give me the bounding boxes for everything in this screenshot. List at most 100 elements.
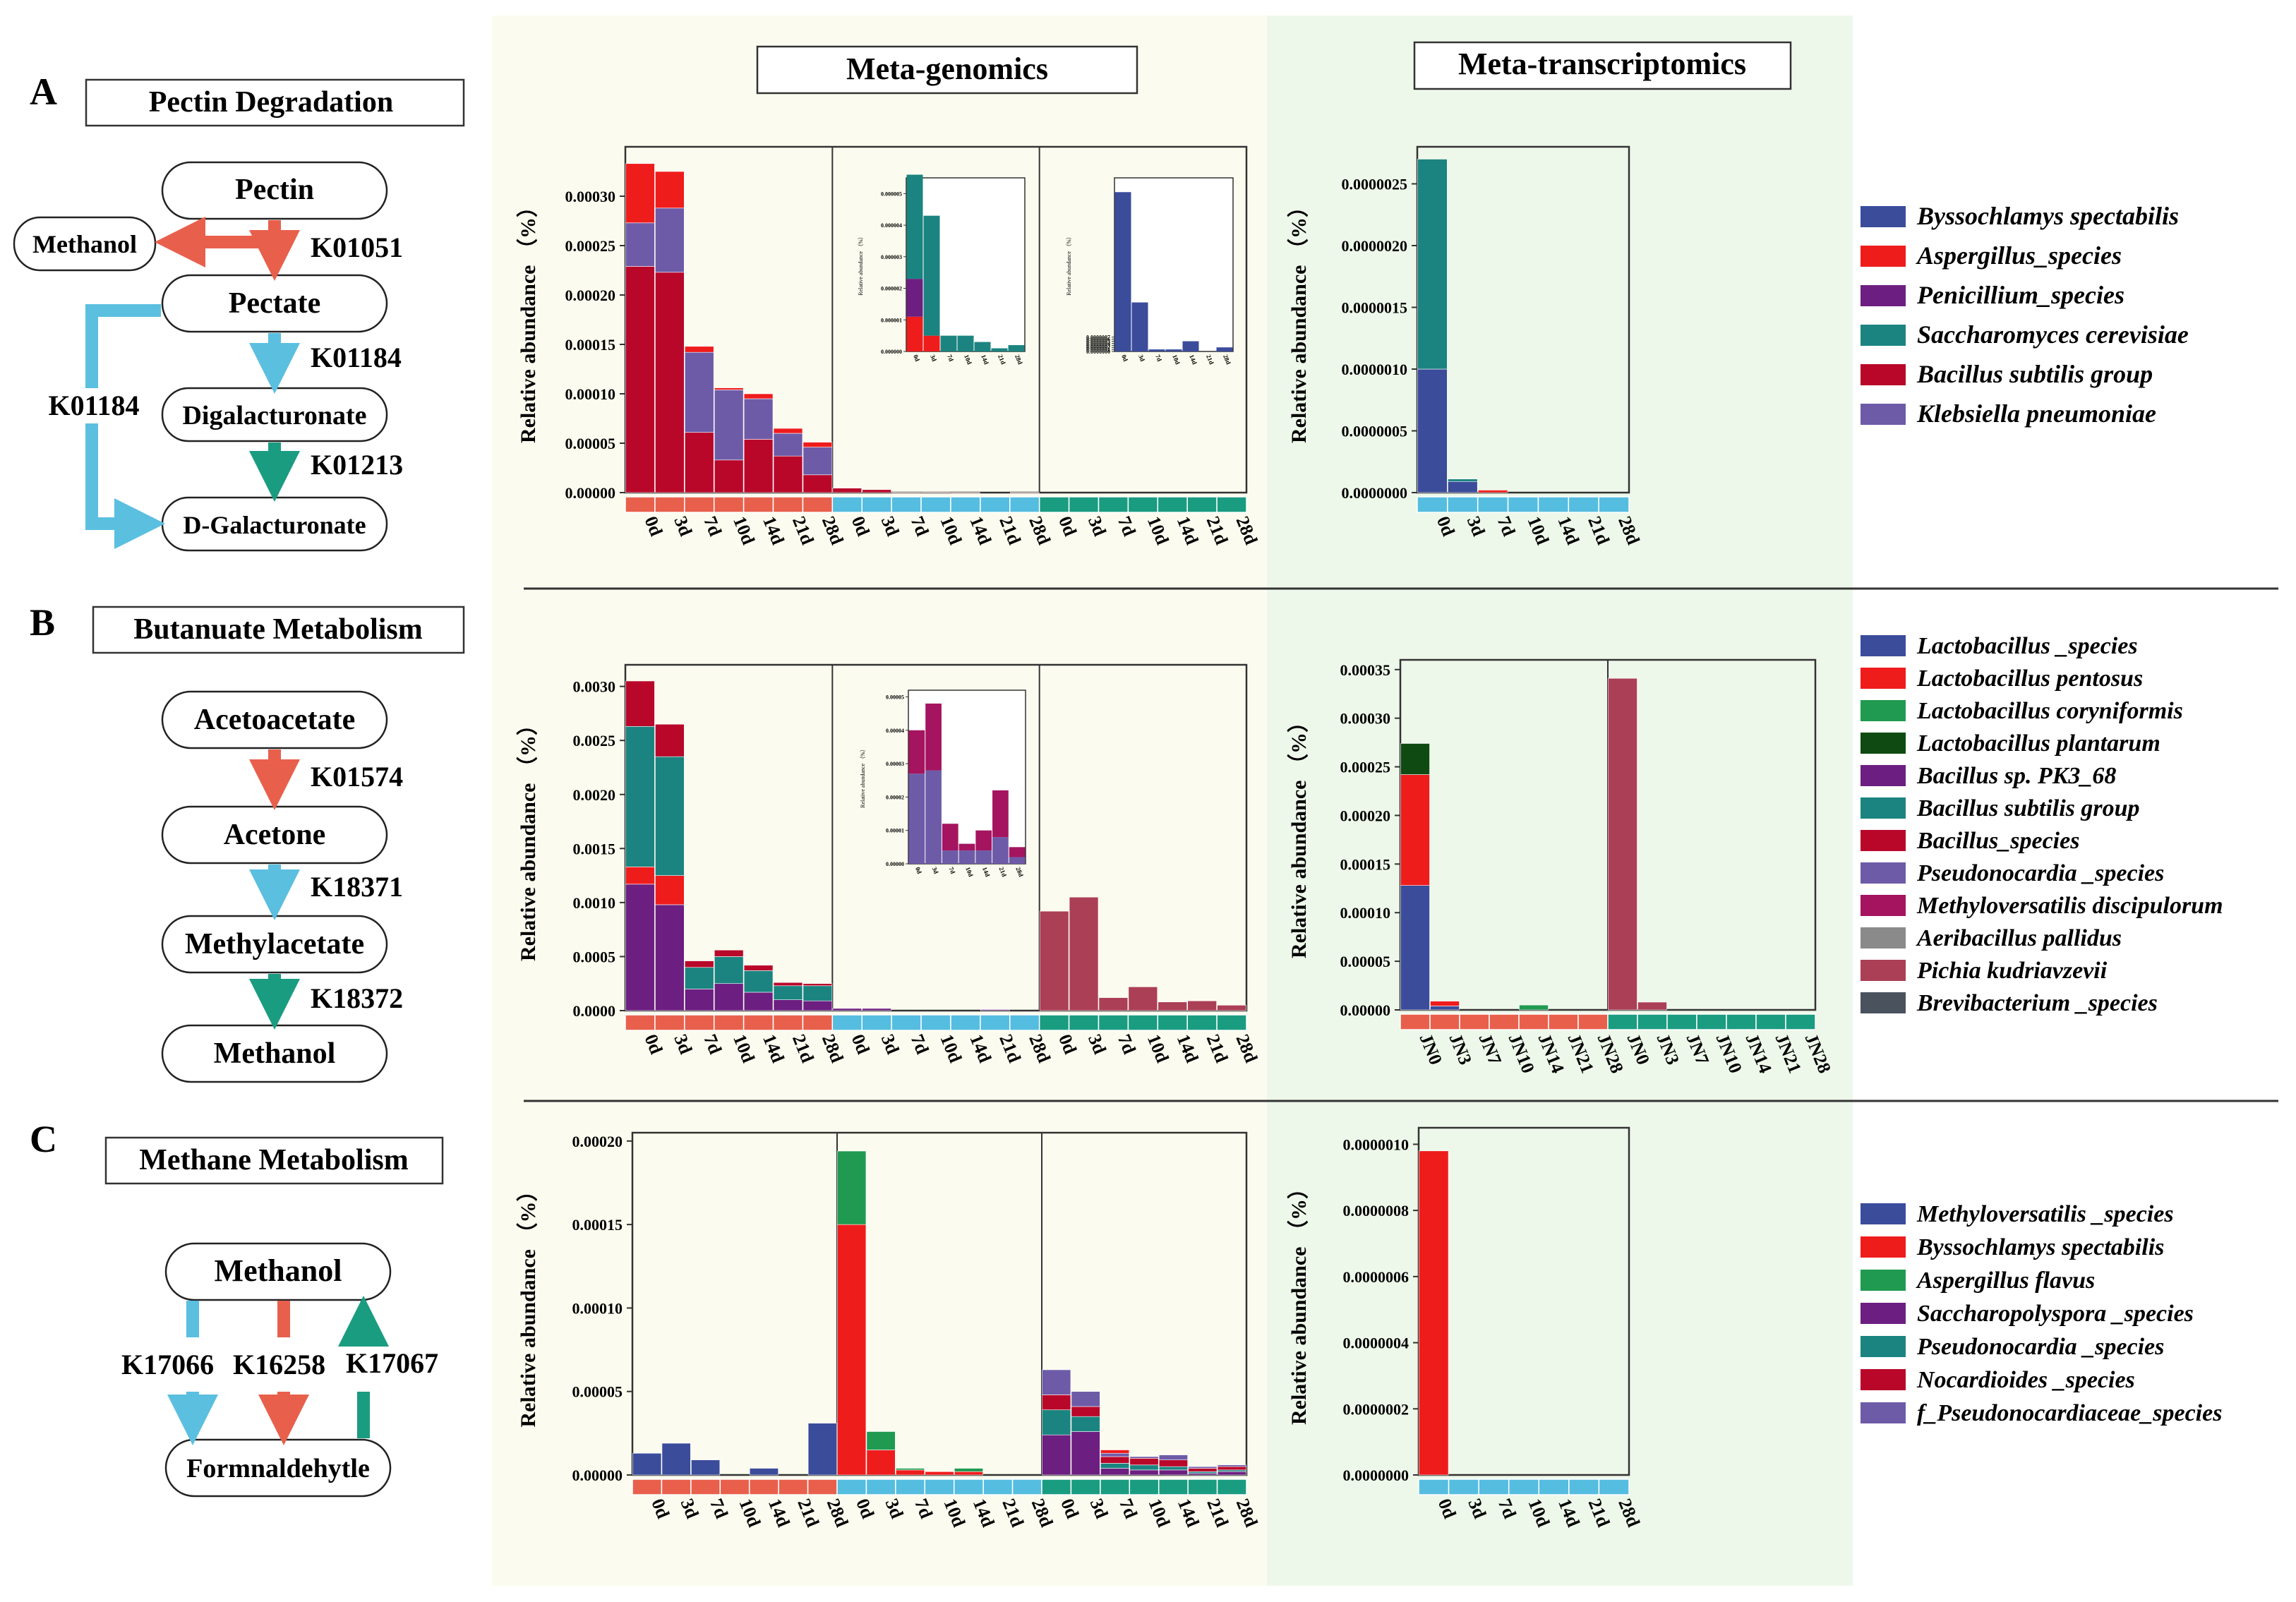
inset-y-tick-label: 0.000000 [881, 349, 902, 355]
bar-segment [1158, 1469, 1188, 1476]
group-band-cell [654, 1014, 685, 1031]
bar-segment [803, 1000, 833, 1011]
y-tick-label: 0.00015 [565, 336, 616, 354]
group-band-cell [1187, 1478, 1218, 1495]
bar-segment [655, 723, 685, 757]
bar-segment [1188, 1466, 1218, 1469]
inset-x-tick-label: 10d [964, 866, 975, 878]
y-tick-label: 0.0020 [573, 786, 616, 804]
group-band-cell [1216, 496, 1247, 513]
bar-segment [655, 171, 685, 209]
legend-label: Aspergillus_species [1916, 241, 2122, 270]
group-band-cell [772, 496, 804, 513]
node-pectate-label: Pectate [229, 287, 321, 320]
enzyme-k01213: K01213 [311, 449, 403, 481]
bar-segment [714, 390, 744, 461]
y-tick-label: 0.00010 [565, 385, 616, 403]
inset-bar-segment [906, 174, 923, 279]
bar-segment [773, 455, 803, 493]
legend-label: Methyloversatilis discipulorum [1916, 893, 2223, 919]
inset-bar-segment [992, 837, 1009, 864]
bar-segment [1217, 1469, 1246, 1472]
panel-c-title-box [104, 1136, 444, 1185]
y-tick-label: 0.0000000 [1343, 1467, 1410, 1484]
bar-segment [714, 983, 744, 1011]
inset-x-tick-label: 0d [914, 866, 923, 875]
legend-item: Lactobacillus plantarum [1861, 730, 2160, 757]
group-band-cell [1785, 1013, 1816, 1030]
group-band-cell [661, 1478, 692, 1495]
group-band-cell [1507, 496, 1539, 513]
bar-segment [1042, 1434, 1071, 1476]
inset-x-tick-label: 3d [931, 866, 940, 875]
y-tick-label: 0.0000005 [1342, 423, 1408, 440]
legend-label: Brevibacterium _species [1916, 990, 2158, 1016]
y-tick-label: 0.00020 [565, 287, 616, 304]
group-band-cell [1011, 1478, 1042, 1495]
group-band-cell [836, 1478, 867, 1495]
bar-segment [1100, 1450, 1130, 1454]
y-axis-label: Relative abundance （%） [1287, 711, 1311, 958]
inset-y-tick-label: 0.0000005 [1086, 339, 1110, 345]
legend-label: Pseudonocardia _species [1916, 1334, 2164, 1360]
y-axis-label: Relative abundance （%） [516, 714, 540, 961]
legend-item: Byssochlamys spectabilis [1861, 202, 2179, 230]
transcriptomics-header-box [1413, 41, 1792, 90]
legend-label: Lactobacillus _species [1916, 633, 2138, 659]
bar-segment [1187, 1000, 1217, 1011]
inset-bar-segment [1165, 349, 1182, 351]
bar-segment [1129, 1469, 1159, 1476]
bar-segment [773, 428, 803, 434]
legend-swatch [1861, 635, 1906, 656]
bar-segment [807, 1423, 837, 1476]
group-band-cell [891, 496, 922, 513]
legend-panel-c: Methyloversatilis _species Byssochlamys s… [1861, 1201, 2222, 1426]
legend-label: Saccharopolyspora _species [1917, 1301, 2194, 1327]
transcriptomics-column-bg [1267, 16, 1853, 1586]
legend-item: Lactobacillus _species [1861, 633, 2138, 659]
inset-x-tick-label: 7d [1154, 354, 1163, 363]
bar-segment [1129, 1458, 1159, 1466]
inset-bar-segment [975, 850, 992, 864]
panel-a-title: Pectin Degradation [149, 86, 393, 119]
inset-bar-segment [958, 843, 975, 851]
inset-y-tick-label: 0.00001 [886, 828, 904, 834]
legend-item: Klebsiella pneumoniae [1861, 399, 2156, 428]
legend-label: Bacillus subtilis group [1916, 360, 2153, 388]
group-band-cell [1041, 1478, 1072, 1495]
bar-segment [1400, 774, 1430, 886]
group-band-cell [1637, 1013, 1668, 1030]
bar-segment [1400, 743, 1430, 775]
legend-swatch [1861, 797, 1906, 819]
group-band-cell [1577, 1013, 1609, 1030]
y-tick-label: 0.00010 [1340, 904, 1391, 922]
bar-segment [1448, 478, 1478, 482]
legend-label: f_Pseudonocardiaceae_species [1917, 1400, 2222, 1426]
group-band-cell [1186, 1014, 1218, 1031]
legend-item: Methyloversatilis _species [1861, 1201, 2174, 1227]
inset-y-tick-label: 0.0000006 [1086, 337, 1110, 343]
bar-segment [1188, 1468, 1218, 1472]
inset-y-tick-label: 0.00002 [886, 794, 904, 800]
bar-segment [1400, 885, 1430, 1011]
node-acetoacetate [161, 690, 388, 749]
panel-b-letter: B [30, 601, 55, 644]
bar-segment [1430, 1001, 1460, 1006]
inset-bar-segment [1009, 857, 1026, 864]
inset-bar-segment [1216, 347, 1233, 351]
bar-segment [1158, 1459, 1188, 1467]
bar-segment [743, 970, 774, 993]
bar-segment [1158, 1466, 1188, 1471]
bar-segment [1039, 910, 1069, 1011]
group-band-cell [1216, 1478, 1247, 1495]
bar-segment [1042, 1395, 1071, 1411]
enzyme-k17066: K17066 [121, 1349, 214, 1380]
bar-segment [1071, 1406, 1100, 1417]
group-band-cell [861, 1014, 892, 1031]
group-band-cell [713, 496, 745, 513]
bar-segment [1188, 1471, 1218, 1474]
inset-x-tick-label: 21d [997, 354, 1007, 366]
y-tick-label: 0.00010 [572, 1299, 623, 1317]
inset-chart: 0.000000 0.000001 0.000002 0.000003 0.000004… [858, 174, 1026, 366]
bar-segment [625, 680, 655, 727]
